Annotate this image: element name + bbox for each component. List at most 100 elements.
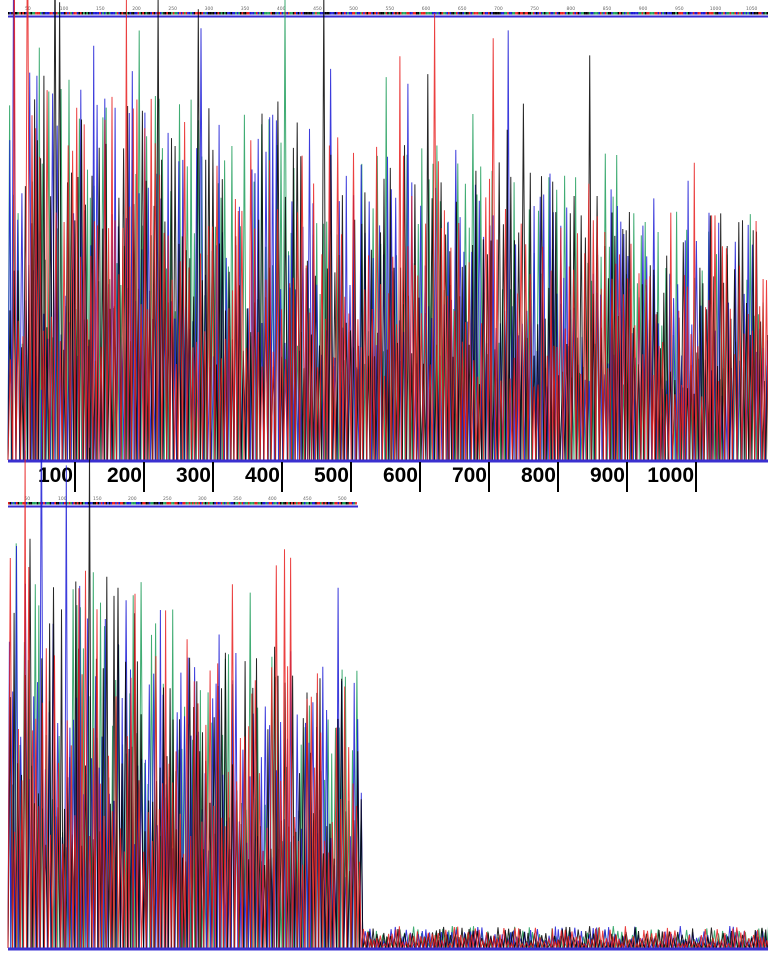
sequence-base-mark xyxy=(28,12,31,15)
sequence-base-mark xyxy=(328,12,330,15)
sequence-base-mark xyxy=(115,12,117,15)
sequence-base-mark xyxy=(289,12,292,15)
sequence-base-mark xyxy=(451,12,453,15)
sequence-base-mark xyxy=(616,12,618,15)
sequence-base-mark xyxy=(113,12,116,15)
sequence-base-mark xyxy=(244,502,247,505)
sequence-base-mark xyxy=(366,12,368,15)
sequence-base-mark xyxy=(86,12,88,15)
sequence-base-mark xyxy=(614,12,616,15)
sequence-base-mark xyxy=(48,12,50,15)
sequence-base-mark xyxy=(76,12,79,15)
sequence-base-mark xyxy=(355,502,357,505)
sequence-base-mark xyxy=(206,12,208,15)
sequence-base-mark xyxy=(753,12,756,15)
sequence-base-mark xyxy=(680,12,682,15)
sequence-base-mark xyxy=(547,12,549,15)
sequence-base-mark xyxy=(228,502,231,505)
sequence-base-mark xyxy=(230,12,232,15)
sequence-base-mark xyxy=(168,502,170,505)
sequence-base-mark xyxy=(532,12,535,15)
sequence-base-mark xyxy=(358,12,360,15)
sequence-base-mark xyxy=(286,502,288,505)
sequence-base-mark xyxy=(35,12,37,15)
sequence-base-mark xyxy=(67,12,69,15)
sequence-base-mark xyxy=(220,502,223,505)
sequence-base-mark xyxy=(708,12,711,15)
sequence-base-mark xyxy=(241,12,244,15)
sequence-base-mark xyxy=(758,12,760,15)
sequence-base-mark xyxy=(108,12,111,15)
sequence-base-mark xyxy=(280,12,282,15)
sequence-base-mark xyxy=(203,12,205,15)
sequence-base-mark xyxy=(361,12,364,15)
sequence-base-mark xyxy=(324,502,327,505)
sequence-base-mark xyxy=(721,12,724,15)
sequence-base-mark xyxy=(102,12,104,15)
sequence-base-mark xyxy=(336,502,338,505)
sequence-base-mark xyxy=(107,12,109,15)
sequence-base-mark xyxy=(571,12,573,15)
sequence-base-mark xyxy=(76,502,79,505)
sequence-base-mark xyxy=(24,12,26,15)
sequence-base-mark xyxy=(465,12,468,15)
ruler-tick-label: 200 xyxy=(132,6,141,12)
sequence-base-mark xyxy=(641,12,644,15)
sequence-base-mark xyxy=(504,12,506,15)
sequence-base-mark xyxy=(574,12,576,15)
sequence-base-mark xyxy=(289,502,292,505)
sequence-base-mark xyxy=(188,502,191,505)
sequence-base-mark xyxy=(110,12,112,15)
sequence-base-mark xyxy=(222,502,224,505)
sequence-base-mark xyxy=(715,12,717,15)
x-tick-label: 200 xyxy=(107,464,142,487)
sequence-base-mark xyxy=(337,502,340,505)
ruler-tick-label: 100 xyxy=(60,6,69,12)
sequence-base-mark xyxy=(512,12,514,15)
sequence-base-mark xyxy=(113,502,116,505)
sequence-base-mark xyxy=(172,502,175,505)
sequence-base-mark xyxy=(36,12,39,15)
sequence-base-mark xyxy=(265,12,268,15)
sequence-base-mark xyxy=(355,12,357,15)
sequence-base-mark xyxy=(272,502,274,505)
sequence-base-mark xyxy=(134,502,136,505)
sequence-base-mark xyxy=(435,12,437,15)
sequence-base-mark xyxy=(176,502,178,505)
sequence-base-mark xyxy=(379,12,381,15)
sequence-base-mark xyxy=(491,12,493,15)
sequence-base-mark xyxy=(625,12,628,15)
sequence-base-mark xyxy=(688,12,690,15)
sequence-base-mark xyxy=(147,12,149,15)
sequence-base-mark xyxy=(579,12,581,15)
sequence-base-mark xyxy=(142,502,144,505)
x-tick-label: 900 xyxy=(590,464,625,487)
sequence-base-mark xyxy=(272,12,274,15)
sequence-base-mark xyxy=(83,12,85,15)
sequence-base-mark xyxy=(712,12,714,15)
sequence-base-mark xyxy=(590,12,592,15)
sequence-base-mark xyxy=(761,12,764,15)
sequence-base-mark xyxy=(364,12,367,15)
sequence-base-mark xyxy=(400,12,402,15)
sequence-base-mark xyxy=(128,502,130,505)
sequence-base-mark xyxy=(84,12,87,15)
sequence-base-mark xyxy=(169,502,172,505)
sequence-base-mark xyxy=(238,502,240,505)
sequence-base-mark xyxy=(646,12,648,15)
sequence-base-mark xyxy=(41,502,44,505)
sequence-base-mark xyxy=(219,12,221,15)
sequence-base-mark xyxy=(315,502,317,505)
sequence-base-mark xyxy=(766,12,768,15)
sequence-ruler-top: 50 100 150 200 250 300 350 400 450 500 550 600 650 70… xyxy=(8,6,768,18)
sequence-base-mark xyxy=(598,12,600,15)
sequence-base-mark xyxy=(302,12,304,15)
sequence-base-mark xyxy=(716,12,719,15)
sequence-base-mark xyxy=(692,12,695,15)
sequence-base-mark xyxy=(398,12,400,15)
sequence-base-mark xyxy=(480,12,482,15)
sequence-base-mark xyxy=(270,502,272,505)
sequence-base-mark xyxy=(169,12,172,15)
ruler-tick-label: 300 xyxy=(205,6,214,12)
sequence-base-mark xyxy=(43,502,45,505)
